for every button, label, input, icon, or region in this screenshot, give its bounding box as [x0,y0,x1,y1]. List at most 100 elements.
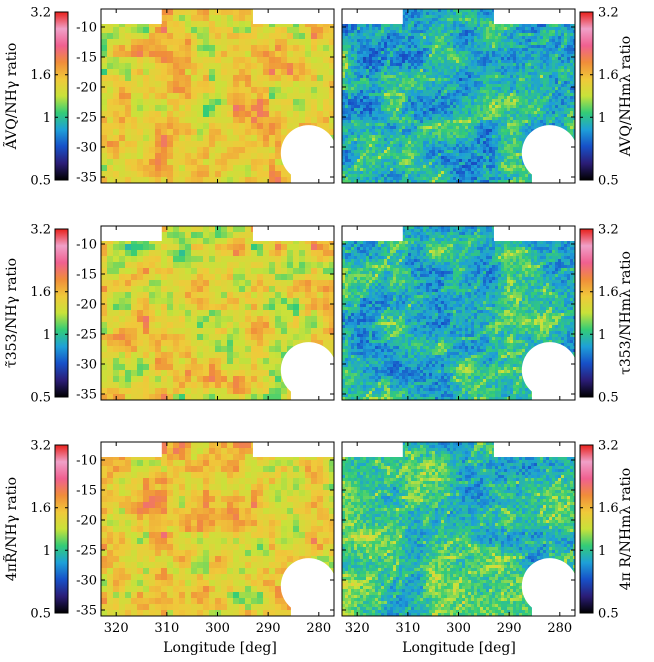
colorbar-label-t-left: τ̃353/NHγ ratio [4,258,20,368]
y-tick-label: -35 [76,388,97,403]
x-tick-label: 310 [395,621,420,636]
y-tick-label: -15 [76,51,97,66]
colorbar-gradient [579,444,594,614]
colorbar-tick-label: 1.6 [30,68,51,83]
panel-t-left: -10 -15 -20 -25 -30 -35 [76,225,335,403]
colorbar-tick-label: 1.6 [30,285,51,300]
colorbar-tick-label: 0.5 [598,391,619,406]
colorbar-tick-label: 3.2 [30,439,51,454]
mask-top-right [252,442,334,457]
colorbar-tick-label: 3.2 [30,6,51,21]
colorbar-tick-label: 1 [43,544,51,559]
colorbar-gradient [54,228,69,398]
heatmap-r-left [101,442,334,616]
x-tick-label: 280 [306,621,331,636]
y-tick-label: -10 [76,21,97,36]
colorbar-gradient [54,11,69,181]
panel-a-left: -10 -15 -20 -25 -30 -35 [76,8,335,186]
colorbar-gradient [54,444,69,614]
y-tick-label: -25 [76,328,97,343]
y-tick-label: -25 [76,544,97,559]
colorbar-tick-label: 1 [598,111,606,126]
colorbar-label-a-right: AVQ/NHmλ ratio [618,36,634,157]
colorbar-tick-label: 0.5 [30,607,51,622]
mask-bottom-right [290,586,334,616]
colorbar-tick-label: 1.6 [598,285,619,300]
colorbar-tick-label: 1 [43,328,51,343]
x-tick-label: 290 [256,621,281,636]
mask-top-left [342,9,403,24]
mask-top-left [342,442,403,457]
y-tick-label: -30 [76,141,97,156]
mask-bottom-right [531,586,575,616]
panels: -10-15-20-25-30-35-10-15-20-25-30-35-10-… [76,8,576,636]
y-tick-label: -15 [76,268,97,283]
y-tick-label: -30 [76,358,97,373]
mask-bottom-right [531,370,575,400]
y-tick-label: -35 [76,604,97,619]
mask-top-right [252,9,334,24]
colorbar-tick-label: 1 [598,328,606,343]
colorbar-gradient [579,228,594,398]
labels: ÃVQ/NHγ ratio AVQ/NHmλ ratio τ̃353/NHγ rat… [2,36,634,590]
panel-t-right [341,225,576,401]
colorbar-tick-label: 1.6 [598,501,619,516]
x-axis-label-right: Longitude [deg] [402,640,516,656]
colorbar-tick-label: 0.5 [598,607,619,622]
colorbar-t-left: 0.5 1 1.6 3.2 [30,223,69,406]
x-tick-label: 300 [205,621,230,636]
y-tick-label: -10 [76,454,97,469]
colorbar-a-right: 0.5 1 1.6 3.2 [579,6,619,189]
colorbar-tick-label: 1.6 [30,501,51,516]
x-tick-label: 320 [104,621,129,636]
mask-bottom-right [531,153,575,183]
colorbar-tick-label: 3.2 [598,6,619,21]
colorbar-gradient [579,11,594,181]
mask-top-right [493,9,575,24]
colorbar-tick-label: 1 [43,111,51,126]
x-axis-label-left: Longitude [deg] [163,640,277,656]
colorbar-t-right: 0.5 1 1.6 3.2 [579,223,619,406]
y-tick-label: -15 [76,484,97,499]
mask-top-left [101,442,162,457]
y-tick-label: -30 [76,574,97,589]
colorbar-tick-label: 0.5 [30,391,51,406]
colorbar-tick-label: 1.6 [598,68,619,83]
y-tick-label: -10 [76,238,97,253]
y-tick-label: -35 [76,171,97,186]
colorbar-a-left: 0.5 1 1.6 3.2 [30,6,69,189]
colorbars: 0.5 1 1.6 3.2 0.5 1 1.6 3.2 0.5 1 1.6 3.2 0.5 1 1.6 3.2… [30,6,618,622]
mask-top-right [493,226,575,241]
colorbar-r-left: 0.5 1 1.6 3.2 [30,439,69,622]
colorbar-tick-label: 1 [598,544,606,559]
mask-bottom-right [290,370,334,400]
y-tick-label: -25 [76,111,97,126]
y-tick-label: -20 [76,298,97,313]
colorbar-tick-label: 0.5 [598,174,619,189]
mask-top-left [342,226,403,241]
mask-top-right [252,226,334,241]
panel-a-right [341,8,576,184]
y-tick-label: -20 [76,514,97,529]
x-tick-label: 300 [446,621,471,636]
colorbar-tick-label: 0.5 [30,174,51,189]
y-tick-label: -20 [76,81,97,96]
colorbar-tick-label: 3.2 [598,439,619,454]
colorbar-label-r-right: 4π R/NHmλ ratio [618,468,634,590]
mask-top-left [101,226,162,241]
panel-r-right: 320 310 300 290 280 [341,441,576,636]
x-tick-label: 310 [154,621,179,636]
mask-bottom-right [290,153,334,183]
colorbar-tick-label: 3.2 [30,223,51,238]
x-tick-label: 280 [547,621,572,636]
mask-top-right [493,442,575,457]
colorbar-r-right: 0.5 1 1.6 3.2 [579,439,619,622]
colorbar-tick-label: 3.2 [598,223,619,238]
x-tick-label: 320 [345,621,370,636]
panel-r-left: -10 -15 -20 -25 -30 -35 320 310 300 290 280 [76,441,335,636]
colorbar-label-r-left: 4πR̃/NHγ ratio [2,477,20,581]
x-tick-label: 290 [497,621,522,636]
mask-top-left [101,9,162,24]
colorbar-label-t-right: τ353/NHmλ ratio [618,251,634,375]
